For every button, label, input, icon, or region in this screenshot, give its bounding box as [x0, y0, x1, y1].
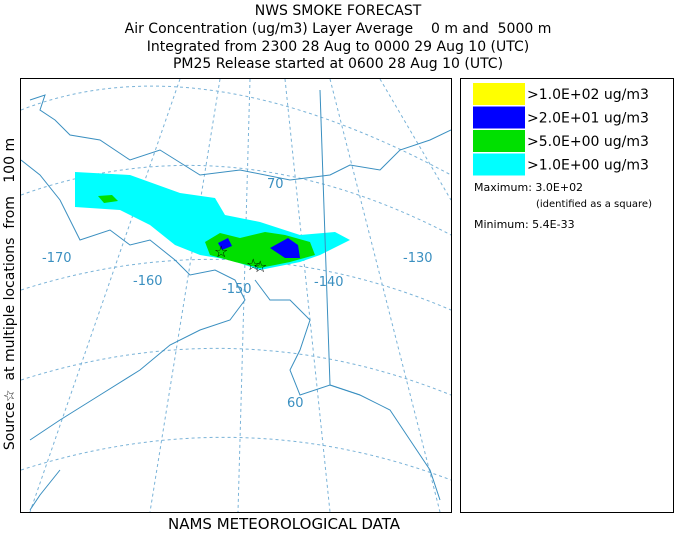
graticule [21, 79, 451, 512]
legend-maximum: Maximum: 3.0E+02 [474, 181, 583, 194]
legend-label: >5.0E+00 ug/m3 [527, 134, 649, 150]
legend-swatch [473, 153, 525, 176]
legend: Maximum: 3.0E+02 (identified as a square… [460, 78, 674, 513]
legend-minimum: Minimum: 5.4E-33 [474, 218, 575, 231]
map-label: -170 [42, 251, 72, 266]
title-line: NWS SMOKE FORECAST [255, 3, 422, 19]
legend-label: >1.0E+02 ug/m3 [527, 87, 649, 103]
map-label: 70 [267, 177, 284, 192]
title-line: Air Concentration (ug/m3) Layer Average … [125, 21, 552, 37]
map-label: -150 [222, 282, 252, 297]
svg-text:☆: ☆ [214, 242, 228, 261]
title-line: PM25 Release started at 0600 28 Aug 10 (… [173, 56, 503, 72]
map-label: -160 [133, 274, 163, 289]
source-stars: ☆☆☆ [214, 242, 267, 276]
map-label: 60 [287, 396, 304, 411]
svg-text:☆: ☆ [246, 255, 260, 274]
legend-maximum-note: (identified as a square) [536, 199, 652, 210]
coastline [21, 89, 451, 511]
map-frame [20, 78, 452, 513]
legend-swatch [473, 106, 525, 129]
map-label: -140 [314, 275, 344, 290]
title-line: Integrated from 2300 28 Aug to 0000 29 A… [147, 39, 530, 55]
side-label: Source☆ at multiple locations from 100 m [2, 138, 18, 450]
legend-label: >1.0E+00 ug/m3 [527, 158, 649, 174]
legend-label: >2.0E+01 ug/m3 [527, 111, 649, 127]
svg-text:☆: ☆ [253, 257, 267, 276]
plume [75, 172, 350, 270]
map-label: -130 [403, 251, 433, 266]
legend-frame [460, 78, 674, 513]
map: ☆☆☆ -170 -160 -150 -140 -130 70 60 [20, 78, 452, 513]
footer: NAMS METEOROLOGICAL DATA [168, 515, 401, 532]
legend-swatch [473, 83, 525, 105]
legend-swatch [473, 130, 525, 152]
